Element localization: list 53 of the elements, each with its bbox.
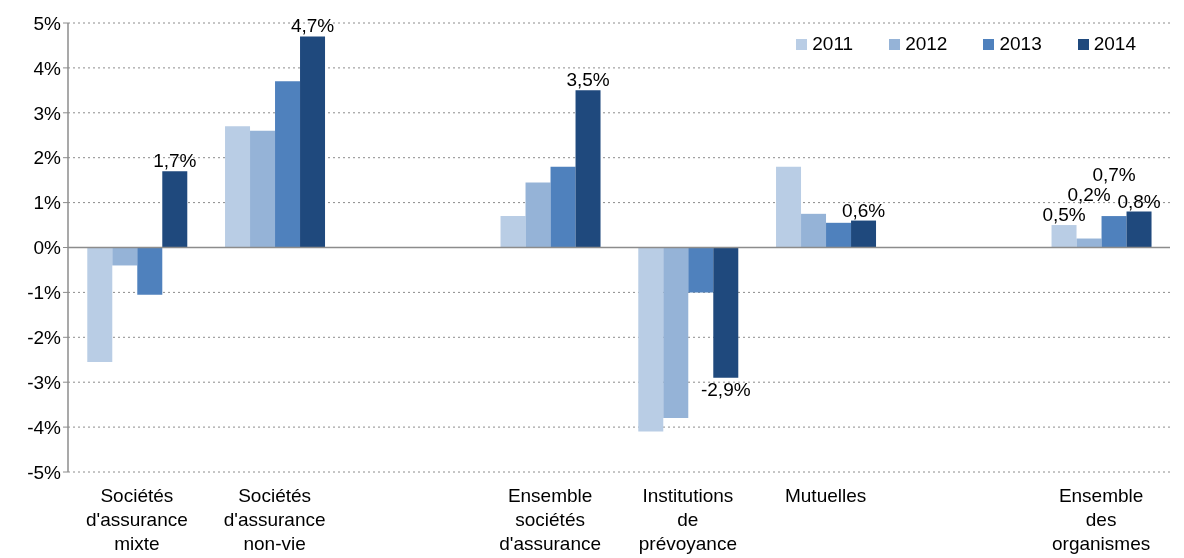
data-label: 0,5% bbox=[1042, 204, 1086, 226]
legend-label: 2012 bbox=[905, 33, 948, 55]
legend-label: 2013 bbox=[999, 33, 1042, 55]
bar bbox=[1101, 216, 1127, 248]
legend-label: 2014 bbox=[1093, 33, 1136, 55]
data-label: -2,9% bbox=[700, 378, 751, 400]
y-tick-label: -1% bbox=[27, 282, 62, 304]
y-tick-label: 1% bbox=[33, 192, 62, 214]
data-label: 1,7% bbox=[153, 150, 197, 172]
x-tick-label: Sociétés d'assurance non-vie bbox=[223, 485, 326, 554]
bar bbox=[575, 90, 601, 248]
data-label: 0,2% bbox=[1067, 184, 1111, 205]
bar bbox=[1126, 211, 1152, 248]
bar bbox=[851, 220, 877, 248]
bar bbox=[525, 182, 551, 248]
bar bbox=[300, 36, 326, 248]
bar bbox=[776, 166, 802, 248]
bar bbox=[550, 166, 576, 248]
bar bbox=[137, 247, 163, 295]
data-label: 3,5% bbox=[566, 69, 610, 91]
y-tick-label: 5% bbox=[33, 12, 62, 34]
bar bbox=[500, 216, 526, 248]
data-label: 0,7% bbox=[1092, 163, 1136, 185]
x-tick-label: Ensemble des organismes bbox=[1052, 485, 1151, 554]
y-tick-label: 3% bbox=[33, 102, 62, 124]
bar bbox=[162, 171, 188, 248]
bar bbox=[638, 247, 664, 432]
x-tick-label: Sociétés d'assurance mixte bbox=[85, 485, 188, 554]
x-tick-label: Mutuelles bbox=[784, 485, 867, 506]
x-tick-label: Institutions de prévoyance bbox=[638, 485, 737, 554]
y-tick-label: -2% bbox=[27, 327, 62, 349]
y-tick-label: -4% bbox=[27, 416, 62, 438]
bar bbox=[826, 222, 852, 248]
bar bbox=[275, 81, 301, 248]
data-label: 0,8% bbox=[1117, 190, 1161, 212]
bar bbox=[87, 247, 113, 362]
bar bbox=[250, 130, 276, 248]
bar bbox=[112, 247, 138, 266]
legend-label: 2011 bbox=[812, 33, 854, 55]
bar bbox=[801, 213, 827, 248]
x-tick-label: Ensemble sociétés d'assurance bbox=[499, 485, 602, 554]
bar bbox=[663, 247, 689, 419]
y-tick-label: -5% bbox=[27, 461, 62, 483]
bar bbox=[1051, 225, 1077, 248]
bar bbox=[713, 247, 739, 378]
y-tick-label: 2% bbox=[33, 147, 62, 169]
bar bbox=[688, 247, 714, 293]
data-label: 0,6% bbox=[841, 199, 886, 221]
y-tick-label: -3% bbox=[27, 371, 62, 393]
bar bbox=[225, 126, 251, 248]
y-tick-label: 4% bbox=[33, 57, 62, 79]
data-label: 4,7% bbox=[290, 15, 335, 37]
y-tick-label: 0% bbox=[33, 237, 62, 259]
